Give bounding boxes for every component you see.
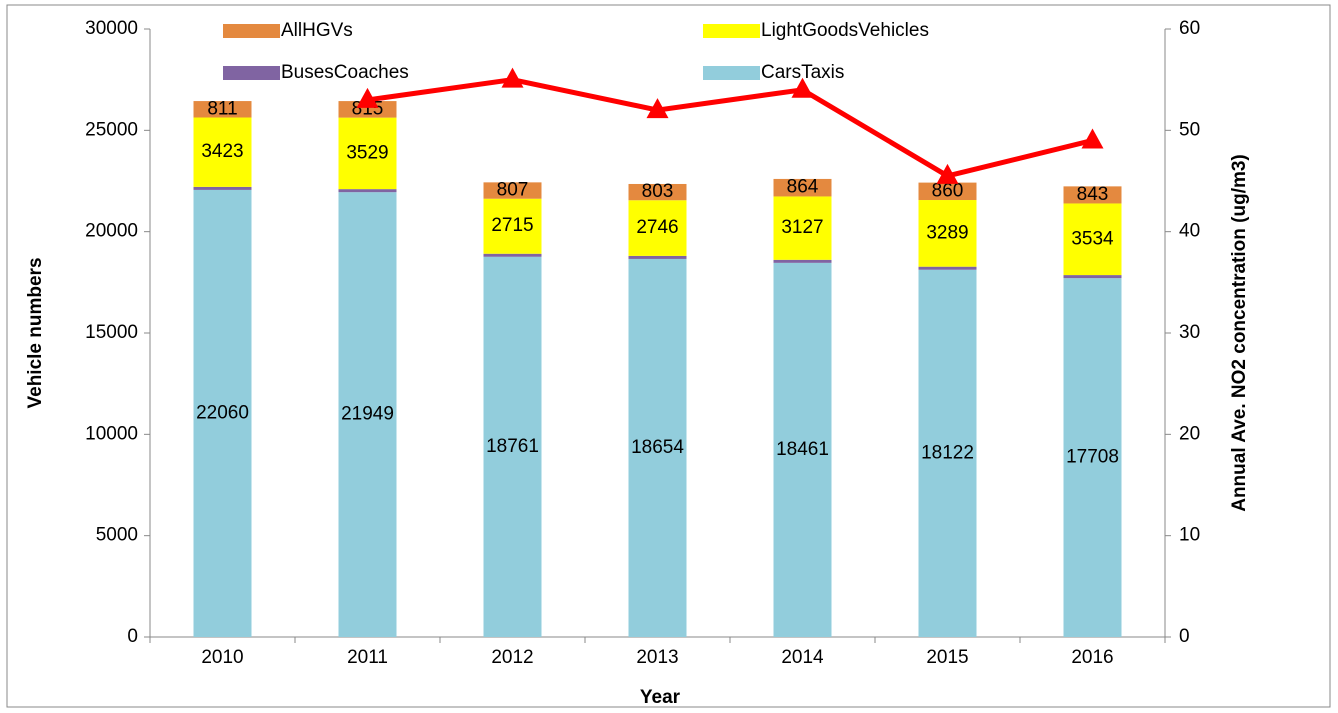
bar-segment [918,266,977,270]
no2-marker [501,67,524,88]
data-label: 17708 [1066,447,1119,468]
y-tick-label: 25000 [85,119,138,140]
no2-marker [936,163,959,184]
data-label: 22060 [196,402,249,423]
x-tick-label: 2010 [201,647,243,668]
bar-segment [193,189,252,637]
data-label: 18461 [776,439,829,460]
x-tick-label: 2013 [636,647,678,668]
no2-marker [646,98,669,119]
y2-tick-label: 40 [1179,221,1200,242]
data-label: 3289 [926,222,968,243]
no2-marker [356,87,379,108]
legend-swatch [223,66,280,80]
y2-tick-label: 30 [1179,322,1200,343]
data-label: 807 [497,180,529,201]
data-label: 811 [207,98,237,119]
bar-segment [483,256,542,637]
data-label: 21949 [341,404,394,425]
bar-segment [628,200,687,256]
x-axis-title: Year [640,687,681,708]
data-label: 3127 [781,217,823,238]
bar-segment [773,259,832,263]
y2-tick-label: 60 [1179,18,1200,39]
bar-segment [773,178,832,197]
y2-tick-label: 20 [1179,423,1200,444]
no2-marker [1081,128,1104,149]
bar-segment [483,182,542,199]
bar-segment [918,200,977,267]
y2-tick-label: 50 [1179,119,1200,140]
bar-segment [483,253,542,257]
legend-label: BusesCoaches [281,62,409,83]
y2-axis-title: Annual Ave. NO2 concentration (ug/m3) [1229,154,1250,512]
no2-marker [791,77,814,98]
legend-swatch [703,24,760,38]
legend-label: LightGoodsVehicles [761,20,929,41]
bar-segment [338,192,397,637]
y-tick-label: 20000 [85,221,138,242]
bar-segment [193,117,252,187]
y-tick-label: 15000 [85,322,138,343]
legend-label: CarsTaxis [761,62,844,83]
y-axis-title: Vehicle numbers [25,257,46,408]
x-tick-label: 2015 [926,647,968,668]
bar-segment [773,196,832,260]
data-label: 18761 [486,436,539,457]
bar-segment [1063,278,1122,637]
data-label: 18654 [631,437,684,458]
bar-segment [918,182,977,201]
y2-tick-label: 0 [1179,626,1190,647]
x-tick-label: 2014 [781,647,824,668]
bar-segment [338,117,397,190]
y-tick-label: 30000 [85,18,138,39]
x-tick-label: 2012 [491,647,533,668]
no2-line [367,77,1094,179]
data-label: 860 [932,180,964,201]
data-label: 3529 [346,142,388,163]
data-label: 3534 [1071,228,1114,249]
y-tick-label: 0 [127,626,138,647]
bar-segment [483,198,542,254]
bar-segment [193,101,252,118]
data-label: 843 [1077,184,1109,205]
x-tick-label: 2011 [347,647,388,668]
bar-segment [193,186,252,190]
y-tick-label: 10000 [85,423,138,444]
bar-segment [338,101,397,118]
data-label: 864 [787,177,819,198]
data-label: 803 [642,181,674,202]
bar-segment [1063,186,1122,204]
bar-segment [338,189,397,193]
bar-segment [628,255,687,259]
bar-segment [773,262,832,637]
legend-swatch [703,66,760,80]
data-label: 2715 [491,215,533,236]
y2-tick-label: 10 [1179,525,1200,546]
legend-swatch [223,24,280,38]
x-tick-label: 2016 [1071,647,1113,668]
bar-segment [918,269,977,637]
data-label: 18122 [921,442,974,463]
bar-segment [628,258,687,637]
data-label: 3423 [201,141,243,162]
bar-segment [1063,203,1122,276]
bar-segment [1063,275,1122,279]
data-label: 2746 [636,217,678,238]
bar-segment [628,183,687,201]
legend-label: AllHGVs [281,20,353,41]
y-tick-label: 5000 [96,525,138,546]
